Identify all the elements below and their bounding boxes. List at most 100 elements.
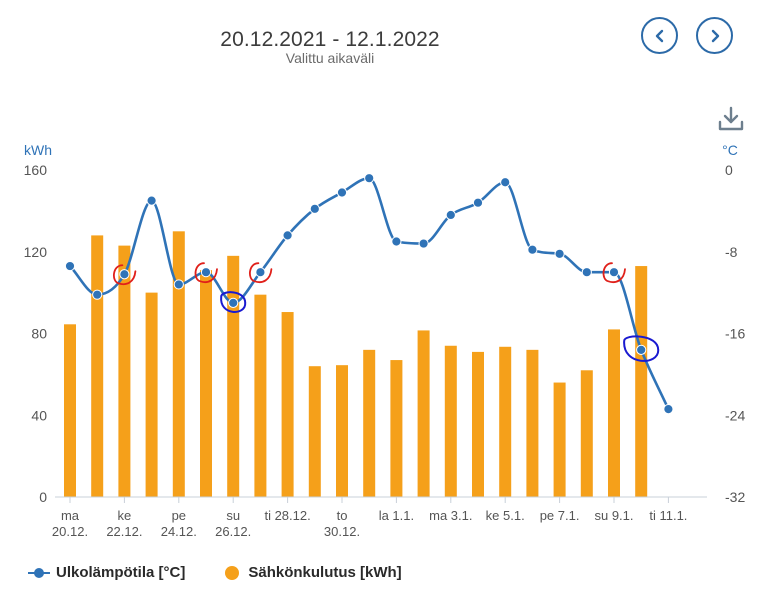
consumption-bar [64, 324, 76, 497]
red-annotation-mark [113, 264, 137, 286]
red-annotation-mark [249, 262, 273, 284]
x-axis-tick-label: su 9.1. [594, 508, 633, 523]
temperature-point [200, 267, 212, 278]
left-axis-tick-label: 40 [31, 407, 47, 423]
x-axis-tick-label: 20.12. [52, 524, 88, 539]
right-axis: 0 -8 -16 -24 -32 [725, 162, 745, 505]
temperature-point [418, 238, 429, 249]
x-axis-tick-label: pe 7.1. [540, 508, 580, 523]
temperature-point [472, 197, 484, 208]
temperature-point [445, 209, 456, 221]
right-axis-tick-label: -8 [725, 244, 738, 260]
x-axis-tick-label: to [337, 508, 348, 523]
temperature-points [64, 173, 674, 415]
legend-line-symbol [28, 567, 50, 579]
x-axis-tick-label: la 1.1. [379, 508, 414, 523]
download-icon [718, 106, 744, 131]
consumption-bar [172, 231, 185, 497]
left-axis-tick-label: 120 [24, 244, 48, 260]
chart-legend: Ulkolämpötila [°C] Sähkönkulutus [kWh] [28, 564, 442, 581]
consumption-bar [254, 294, 267, 497]
x-axis-tick-label: ke 5.1. [486, 508, 525, 523]
x-axis-tick-label: su [226, 508, 240, 523]
legend-item-temperature[interactable]: Ulkolämpötila [°C] [28, 564, 185, 581]
temperature-point [527, 244, 538, 255]
consumption-bar [444, 345, 457, 497]
temperature-point [636, 344, 647, 355]
temperature-point [64, 260, 76, 272]
previous-period-button[interactable] [641, 17, 678, 54]
x-axis-tick-label: pe [172, 508, 186, 523]
consumption-bar [417, 330, 430, 497]
consumption-bar [499, 346, 512, 497]
temperature-point [364, 173, 375, 184]
temperature-point [336, 187, 348, 198]
consumption-bar [336, 365, 348, 497]
chart-canvas: kWh °C 160 120 80 40 0 0 -8 -16 -24 -32 ma20.12.… [24, 142, 746, 539]
consumption-bar [118, 245, 131, 497]
consumption-bar [91, 235, 104, 497]
blue-annotation-loop [623, 335, 660, 362]
chevron-left-icon [655, 29, 663, 42]
x-axis-tick-label: ti 11.1. [649, 508, 687, 523]
date-range-subtitle: Valittu aikaväli [285, 50, 375, 66]
temperature-point [119, 269, 130, 280]
consumption-bar [608, 329, 620, 497]
consumption-bar [553, 382, 566, 497]
right-axis-tick-label: -32 [725, 489, 745, 505]
consumption-bars [64, 231, 648, 497]
red-annotation-mark [602, 262, 626, 284]
legend-dot-symbol [225, 565, 240, 580]
right-axis-tick-label: 0 [725, 162, 733, 178]
x-axis-tick-label: 24.12. [161, 524, 197, 539]
temperature-point [173, 279, 184, 290]
x-axis-tick-label: ma 3.1. [429, 508, 472, 523]
left-axis-tick-label: 0 [39, 489, 47, 505]
consumption-bar [200, 270, 212, 497]
left-axis-tick-label: 80 [31, 326, 47, 342]
red-annotation-mark [194, 262, 218, 284]
temperature-point [608, 267, 620, 278]
left-axis: 160 120 80 40 0 [24, 162, 48, 505]
consumption-bar [390, 360, 403, 497]
temperature-point [554, 248, 565, 259]
left-axis-tick-label: 160 [24, 162, 48, 178]
legend-item-consumption[interactable]: Sähkönkulutus [kWh] [225, 564, 402, 581]
consumption-bar [472, 351, 484, 497]
x-axis-tick-label: ma [61, 508, 80, 523]
legend-label-consumption: Sähkönkulutus [kWh] [248, 564, 402, 581]
x-axis-tick-label: 22.12. [106, 524, 142, 539]
temperature-point [146, 195, 157, 206]
temperature-point [391, 236, 402, 247]
right-axis-tick-label: -24 [725, 407, 745, 423]
right-axis-unit: °C [722, 142, 738, 158]
x-axis-tick-label: 26.12. [215, 524, 251, 539]
temperature-point [255, 267, 266, 278]
legend-label-temperature: Ulkolämpötila [°C] [56, 564, 186, 581]
date-range-title: 20.12.2021 - 12.1.2022 [220, 28, 440, 51]
right-axis-tick-label: -16 [725, 326, 745, 342]
hand-drawn-annotations [113, 262, 660, 362]
consumption-bar [145, 292, 158, 497]
next-period-button[interactable] [696, 17, 733, 54]
chevron-right-icon [711, 29, 719, 42]
x-axis-tick-label: ke [118, 508, 132, 523]
temperature-point [309, 203, 320, 214]
x-axis-tick-label: ti 28.12. [264, 508, 310, 523]
consumption-bar [635, 266, 648, 497]
consumption-bar [580, 370, 593, 497]
consumption-bar [281, 312, 294, 497]
consumption-bar [363, 349, 376, 497]
blue-annotation-loop [220, 291, 247, 313]
temperature-point [500, 177, 511, 188]
temperature-point [282, 230, 293, 241]
temperature-point [663, 404, 674, 415]
download-button[interactable] [718, 106, 744, 132]
consumption-bar [308, 366, 321, 497]
temperature-point [92, 289, 103, 300]
temperature-point [581, 267, 592, 278]
consumption-bar [227, 255, 240, 497]
x-axis-tick-label: 30.12. [324, 524, 360, 539]
